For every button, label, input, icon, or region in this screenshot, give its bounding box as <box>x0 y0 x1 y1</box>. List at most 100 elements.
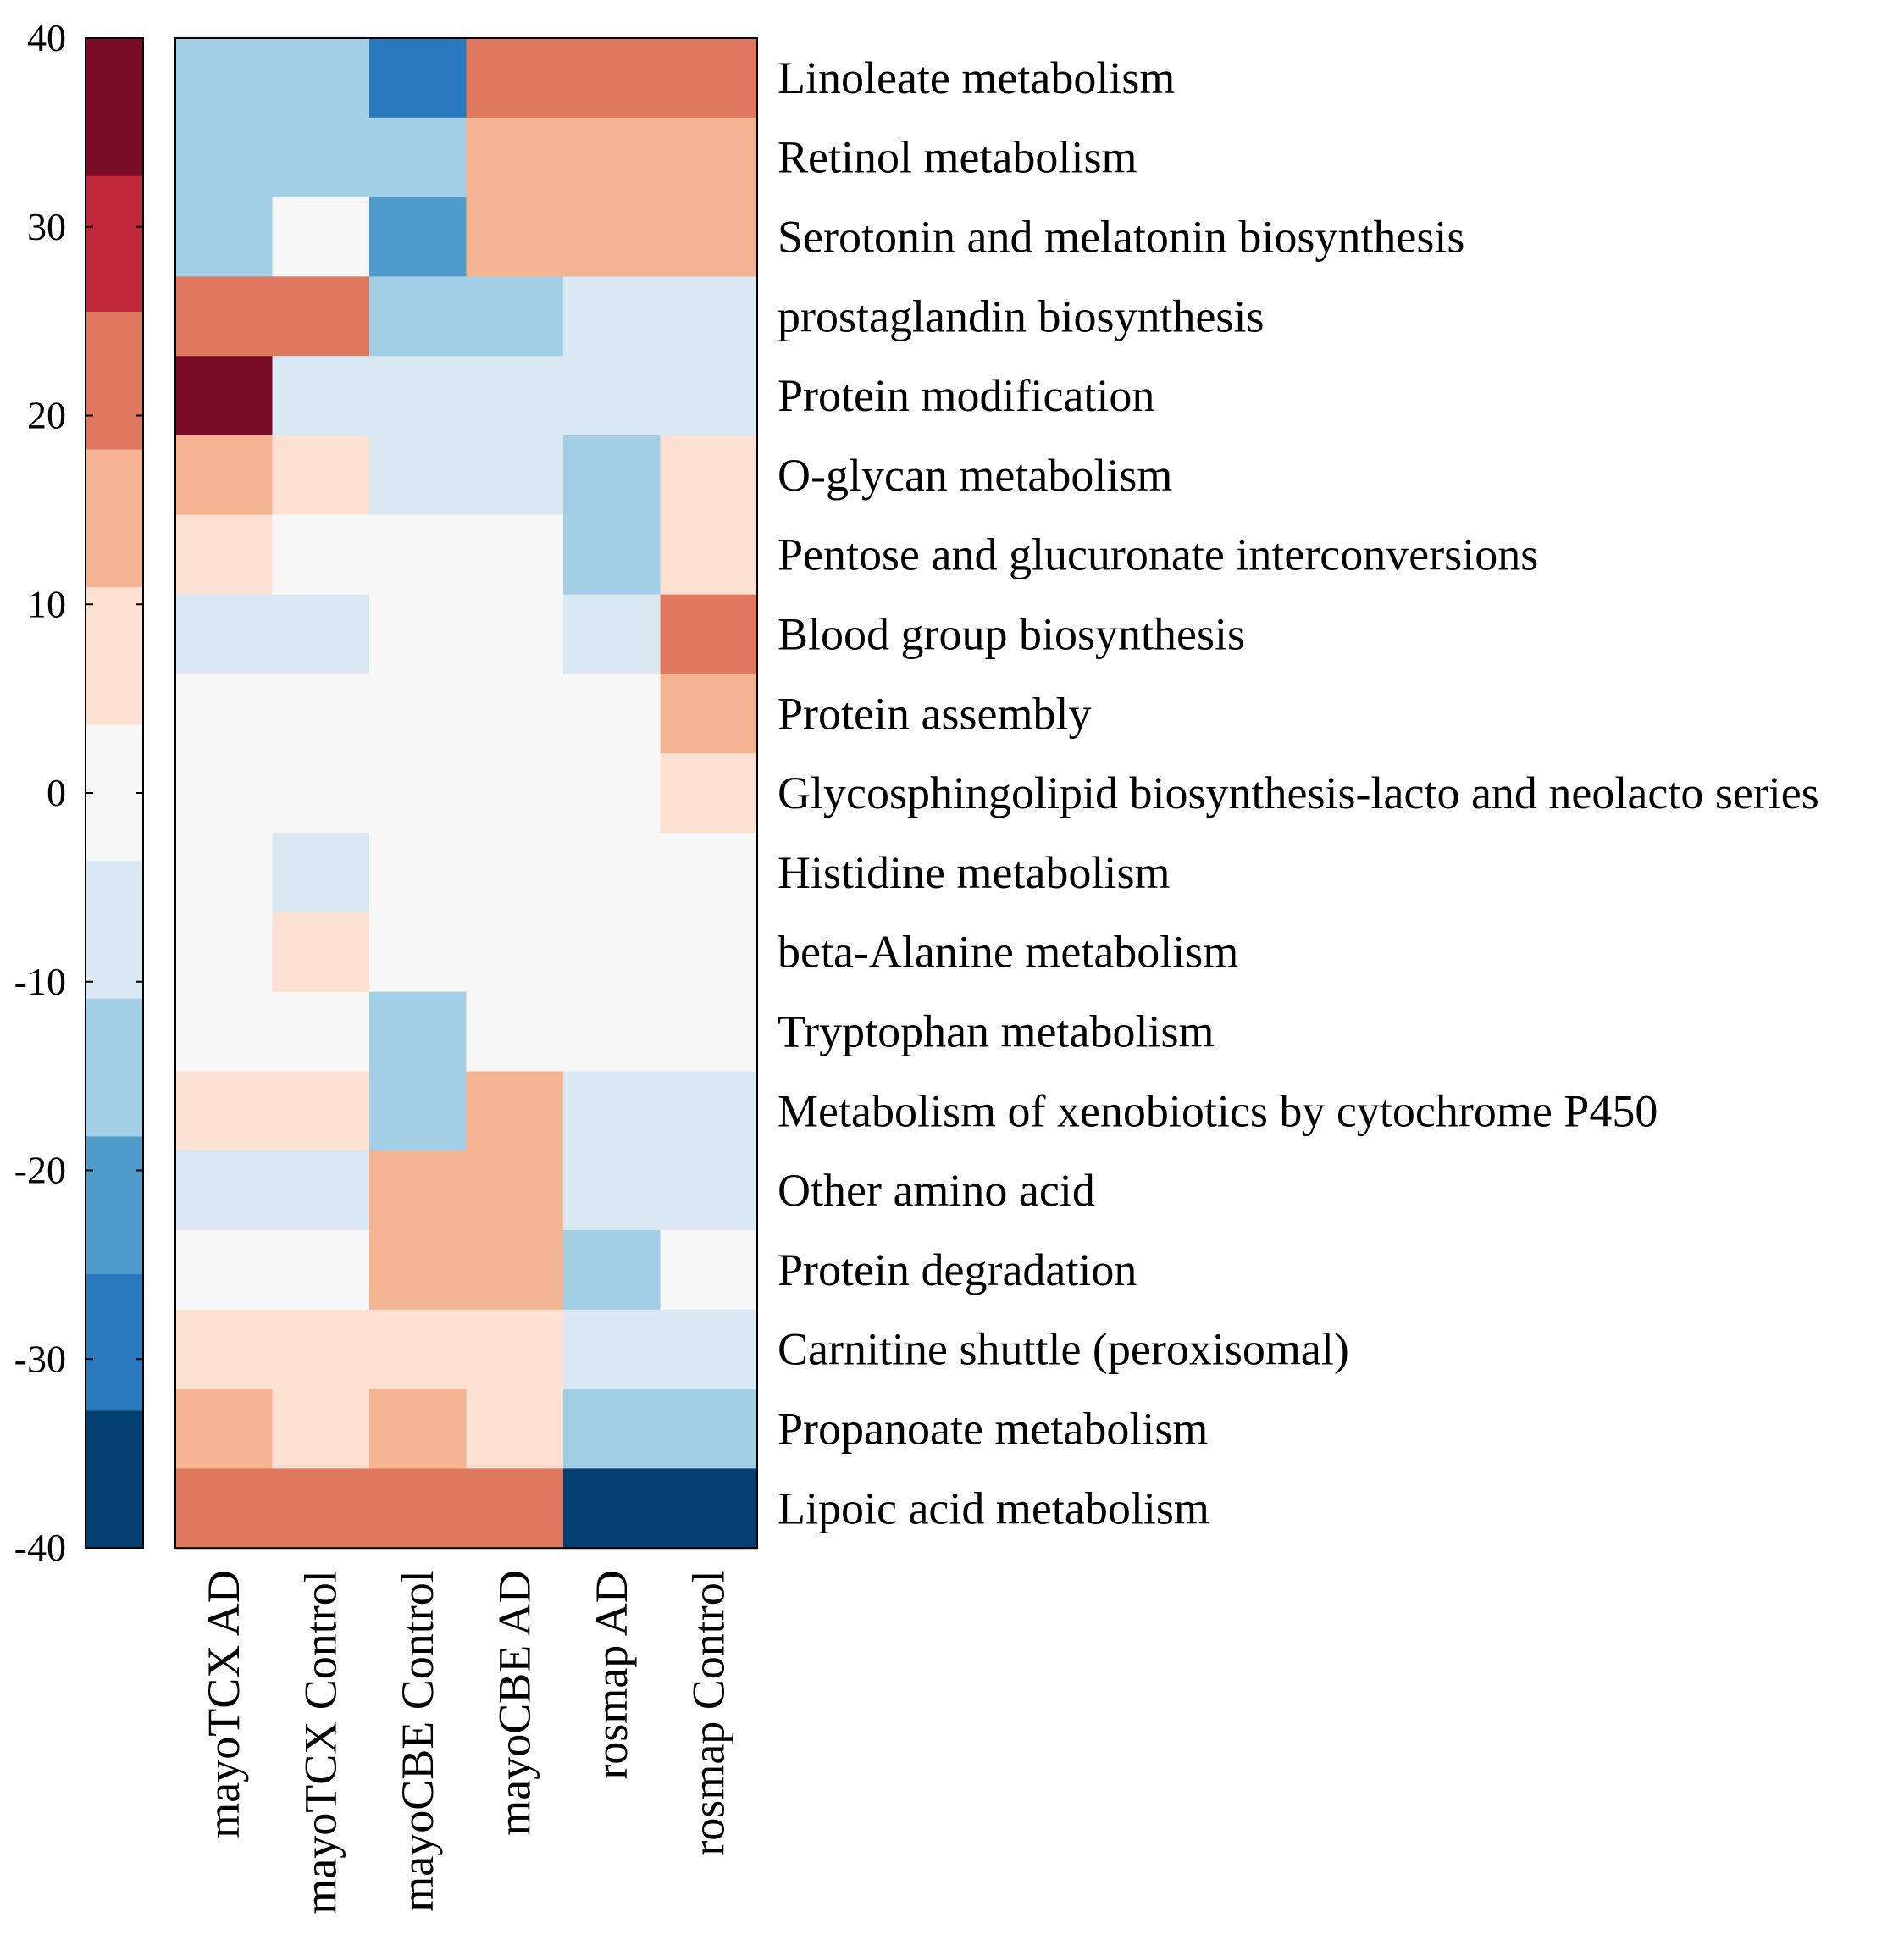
heatmap-cell-r13-c4 <box>563 1071 661 1151</box>
row-label-glycosphingolipid-biosynthesis-lacto-and-neolacto-series: Glycosphingolipid biosynthesis-lacto and… <box>778 768 1819 818</box>
row-label-tryptophan-metabolism: Tryptophan metabolism <box>778 1006 1215 1057</box>
heatmap-cell-r2-c0 <box>175 197 274 277</box>
heatmap-cell-r17-c3 <box>466 1389 564 1469</box>
heatmap-cell-r13-c2 <box>369 1071 468 1151</box>
row-label-protein-modification: Protein modification <box>778 370 1154 421</box>
row-label-prostaglandin-biosynthesis: prostaglandin biosynthesis <box>778 291 1264 341</box>
heatmap-cell-r15-c2 <box>369 1230 468 1311</box>
colorbar-bin-4 <box>86 587 143 726</box>
heatmap-cell-r8-c3 <box>466 674 564 754</box>
heatmap-cell-r0-c0 <box>175 38 274 119</box>
heatmap-cell-r0-c4 <box>563 38 661 119</box>
heatmap-cell-r12-c4 <box>563 991 661 1072</box>
heatmap-cell-r16-c5 <box>660 1309 758 1390</box>
row-label-histidine-metabolism: Histidine metabolism <box>778 847 1170 898</box>
colorbar-bin-10 <box>86 1410 143 1549</box>
heatmap-cell-r9-c3 <box>466 753 564 834</box>
heatmap-cell-r6-c0 <box>175 514 274 596</box>
heatmap-cell-r15-c3 <box>466 1230 564 1311</box>
heatmap-cell-r18-c1 <box>272 1468 370 1549</box>
heatmap-cell-r11-c1 <box>272 912 370 993</box>
heatmap-cell-r12-c3 <box>466 991 564 1072</box>
heatmap-cell-r14-c4 <box>563 1150 661 1231</box>
row-label-pentose-and-glucuronate-interconversions: Pentose and glucuronate interconversions <box>778 529 1538 580</box>
colorbar-tick-label: 20 <box>27 394 66 437</box>
column-label-mayotcx-ad: mayoTCX AD <box>198 1570 249 1838</box>
heatmap-cell-r11-c0 <box>175 912 274 993</box>
heatmap-cell-r17-c5 <box>660 1389 758 1469</box>
row-label-serotonin-and-melatonin-biosynthesis: Serotonin and melatonin biosynthesis <box>778 212 1464 263</box>
heatmap-cell-r10-c0 <box>175 833 274 913</box>
heatmap-cell-r18-c2 <box>369 1468 468 1549</box>
colorbar-tick-label: -30 <box>14 1337 66 1380</box>
heatmap-cell-r15-c1 <box>272 1230 370 1311</box>
heatmap-cell-r12-c0 <box>175 991 274 1072</box>
heatmap-cell-r3-c4 <box>563 276 661 357</box>
heatmap-cell-r18-c3 <box>466 1468 564 1549</box>
heatmap-cell-r6-c1 <box>272 514 370 596</box>
row-label-protein-degradation: Protein degradation <box>778 1245 1137 1295</box>
heatmap-cell-r18-c5 <box>660 1468 758 1549</box>
heatmap-cell-r8-c1 <box>272 674 370 754</box>
heatmap-cell-r14-c2 <box>369 1150 468 1231</box>
heatmap-cell-r13-c3 <box>466 1071 564 1151</box>
heatmap-cell-r1-c2 <box>369 117 468 198</box>
heatmap-cell-r10-c4 <box>563 833 661 913</box>
heatmap-cell-r8-c0 <box>175 674 274 754</box>
colorbar-tick-label: 40 <box>27 16 66 59</box>
heatmap-cell-r11-c5 <box>660 912 758 993</box>
heatmap-cell-r6-c4 <box>563 514 661 596</box>
colorbar-bin-5 <box>86 724 143 862</box>
heatmap-cell-r4-c0 <box>175 356 274 436</box>
heatmap-cell-r10-c1 <box>272 833 370 913</box>
heatmap-cell-r10-c2 <box>369 833 468 913</box>
row-label-blood-group-biosynthesis: Blood group biosynthesis <box>778 609 1245 660</box>
row-label-propanoate-metabolism: Propanoate metabolism <box>778 1404 1208 1455</box>
heatmap-cell-r11-c4 <box>563 912 661 993</box>
heatmap-cell-r5-c1 <box>272 435 370 516</box>
colorbar-tick-label: -10 <box>14 960 66 1003</box>
colorbar-bin-2 <box>86 311 143 451</box>
heatmap-cell-r2-c3 <box>466 197 564 277</box>
row-label-metabolism-of-xenobiotics-by-cytochrome-p450: Metabolism of xenobiotics by cytochrome … <box>778 1085 1658 1136</box>
heatmap-cell-r0-c2 <box>369 38 468 119</box>
column-label-rosmap-control: rosmap Control <box>684 1570 734 1855</box>
heatmap-cell-r2-c4 <box>563 197 661 277</box>
heatmap-cell-r0-c3 <box>466 38 564 119</box>
heatmap-cell-r12-c1 <box>272 991 370 1072</box>
heatmap-cell-r17-c1 <box>272 1389 370 1469</box>
heatmap-cell-r5-c3 <box>466 435 564 516</box>
heatmap-cell-r14-c5 <box>660 1150 758 1231</box>
heatmap-cell-r7-c0 <box>175 594 274 674</box>
row-label-linoleate-metabolism: Linoleate metabolism <box>778 53 1175 103</box>
heatmap-cell-r11-c2 <box>369 912 468 993</box>
heatmap-cell-r11-c3 <box>466 912 564 993</box>
heatmap-cell-r16-c3 <box>466 1309 564 1390</box>
heatmap-cell-r7-c5 <box>660 594 758 674</box>
colorbar-tick-label: 0 <box>47 771 66 814</box>
heatmap-cell-r17-c2 <box>369 1389 468 1469</box>
colorbar: 40 30 20 10 0 -10 -20 -30 -40 <box>14 16 144 1569</box>
heatmap-cell-r12-c5 <box>660 991 758 1072</box>
heatmap-cell-r14-c0 <box>175 1150 274 1231</box>
colorbar-tick-label: -40 <box>14 1526 66 1569</box>
heatmap-cell-r9-c2 <box>369 753 468 834</box>
heatmap-border <box>174 37 758 1550</box>
heatmap-cell-r1-c1 <box>272 117 370 198</box>
heatmap-cell-r4-c1 <box>272 356 370 436</box>
heatmap-cell-r1-c5 <box>660 117 758 198</box>
heatmap-cell-r3-c0 <box>175 276 274 357</box>
row-label-protein-assembly: Protein assembly <box>778 688 1091 739</box>
heatmap-cell-r13-c1 <box>272 1071 370 1151</box>
heatmap-cell-r7-c1 <box>272 594 370 674</box>
heatmap-cell-r8-c5 <box>660 674 758 754</box>
heatmap-cell-r4-c3 <box>466 356 564 436</box>
heatmap-cell-r3-c3 <box>466 276 564 357</box>
colorbar-tick-label: 30 <box>27 205 66 248</box>
heatmap-cell-r4-c5 <box>660 356 758 436</box>
colorbar-tick-label: 10 <box>27 582 66 625</box>
heatmap-cell-r16-c0 <box>175 1309 274 1390</box>
row-labels: Linoleate metabolism Retinol metabolism Se… <box>778 53 1819 1533</box>
heatmap-cell-r2-c5 <box>660 197 758 277</box>
heatmap-cell-r18-c4 <box>563 1468 661 1549</box>
